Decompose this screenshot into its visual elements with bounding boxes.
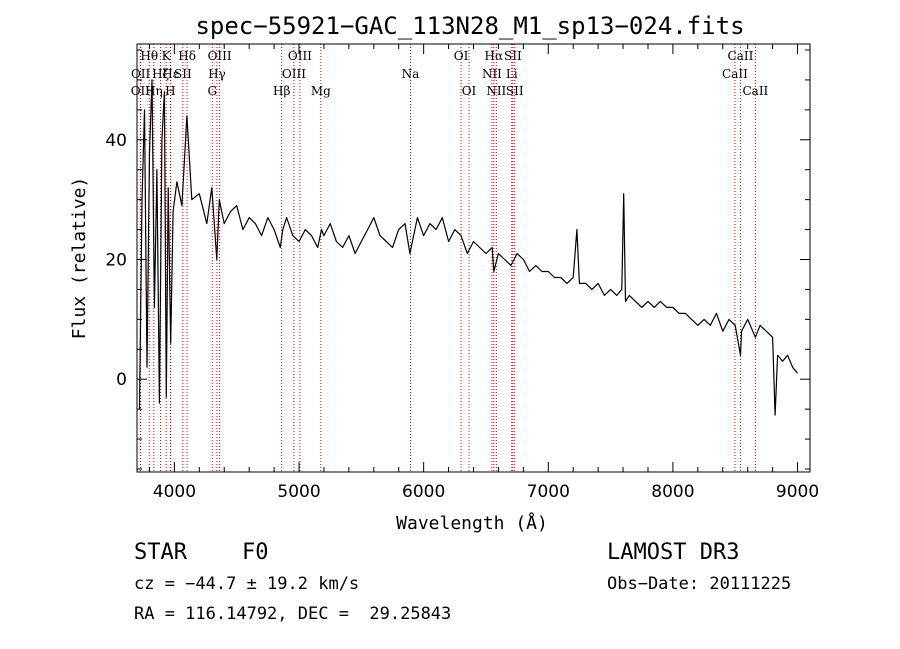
spectral-line-label-5: K (162, 49, 172, 63)
spectral-line-label-13: Hβ (273, 84, 290, 98)
spectral-line-label-11: Hγ (208, 67, 226, 81)
spectral-line-label-6: H (165, 84, 175, 98)
spectral-line-label-1: OII (131, 67, 151, 81)
spectral-line-label-8: SII (174, 67, 192, 81)
y-tick-label-1: 20 (105, 250, 127, 270)
spectral-line-label-19: OI (462, 84, 477, 98)
x-tick-label-3: 7000 (527, 482, 570, 502)
spectral-line-label-26: CaII (722, 67, 748, 81)
spectral-line-label-21: Hα (485, 49, 504, 63)
plot-frame (136, 43, 811, 473)
x-tick-label-4: 8000 (651, 482, 694, 502)
object-subclass: F0 (242, 540, 269, 565)
y-axis-label: Flux (relative) (69, 177, 90, 340)
spectral-line-label-17: Na (402, 67, 420, 81)
spectral-line-label-14: OIII (282, 67, 306, 81)
redshift-value: cz = −44.7 ± 19.2 km/s (134, 574, 360, 594)
spectrum-series (138, 79, 798, 416)
spectral-line-label-18: OI (454, 49, 469, 63)
spectral-line-label-3: Hη (145, 84, 163, 98)
x-tick-label-0: 4000 (153, 482, 196, 502)
spectral-line-label-7: Hε (162, 67, 179, 81)
x-tick-label-5: 9000 (776, 482, 819, 502)
y-tick-label-2: 40 (105, 131, 127, 151)
spectral-line-label-10: G (207, 84, 217, 98)
spectral-line-label-28: CaII (742, 84, 768, 98)
x-tick-label-1: 5000 (277, 482, 320, 502)
spectral-line-label-22: NII (486, 84, 506, 98)
spectral-line-label-27: CaII (728, 49, 754, 63)
spectral-line-label-25: SII (506, 84, 524, 98)
spectral-line-label-20: NII (482, 67, 502, 81)
spectral-line-label-24: SII (504, 49, 522, 63)
x-axis-label: Wavelength (Å) (396, 512, 548, 534)
spectral-line-label-4: Hζ (152, 67, 169, 81)
spectral-line-label-0: OII (131, 84, 151, 98)
spectral-line-markers: OIIOIIHθHηHζKHHεSIIHδGHγOIIIHβOIIIOIIIMg… (131, 44, 769, 472)
spectral-line-label-2: Hθ (140, 49, 158, 63)
y-tick-label-0: 0 (116, 370, 127, 390)
observation-date: Obs−Date: 20111225 (607, 574, 792, 594)
object-class: STAR (134, 540, 187, 565)
spectral-line-label-12: OIII (208, 49, 232, 63)
survey-name: LAMOST DR3 (607, 540, 740, 565)
spectrum-line (138, 79, 798, 416)
spectral-line-label-9: Hδ (178, 49, 196, 63)
coordinates: RA = 116.14792, DEC = 29.25843 (134, 604, 452, 624)
spectral-line-label-16: Mg (311, 84, 331, 98)
spectral-line-label-15: OIII (288, 49, 312, 63)
x-tick-label-2: 6000 (402, 482, 445, 502)
spectral-line-label-23: Li (506, 67, 518, 81)
axis-ticks: 4000 5000 6000 7000 8000 9000 0 20 40 (105, 44, 819, 502)
chart-title: spec−55921−GAC_113N28_M1_sp13−024.fits (195, 12, 744, 40)
